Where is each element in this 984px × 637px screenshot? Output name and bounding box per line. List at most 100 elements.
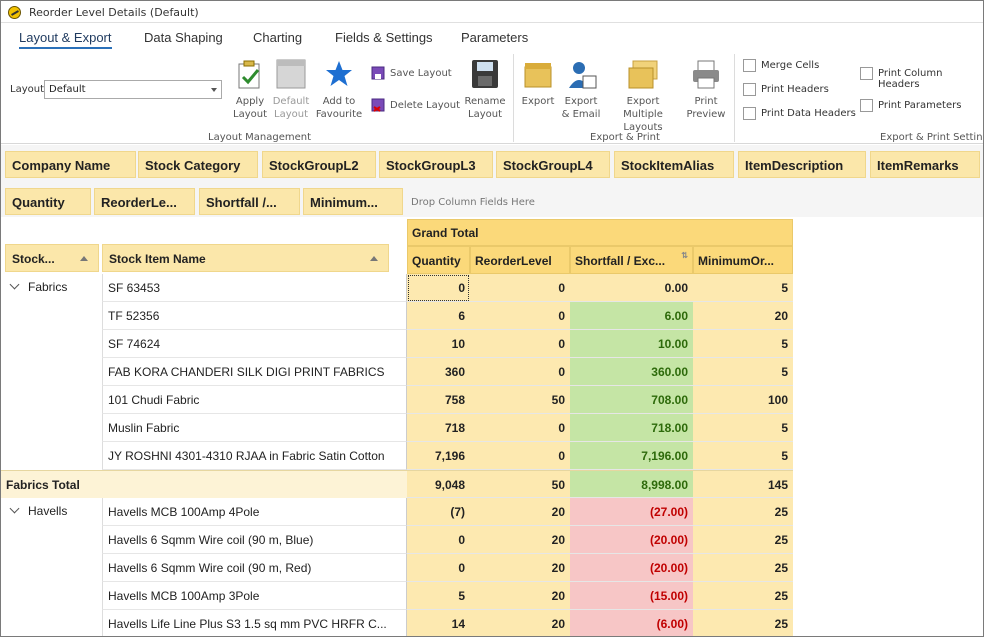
tab-data-shaping[interactable]: Data Shaping bbox=[144, 30, 223, 45]
cell-minimumorder[interactable]: 5 bbox=[693, 442, 793, 470]
chevron-down-icon[interactable] bbox=[9, 279, 20, 290]
cell-minimumorder[interactable]: 5 bbox=[693, 358, 793, 386]
cell-shortfall[interactable]: 718.00 bbox=[570, 414, 693, 442]
export-multiple-layouts-button[interactable]: Export Multiple Layouts bbox=[623, 96, 663, 133]
cell-shortfall[interactable]: 360.00 bbox=[570, 358, 693, 386]
cell-shortfall[interactable]: 10.00 bbox=[570, 330, 693, 358]
cell-shortfall[interactable]: (20.00) bbox=[570, 526, 693, 554]
total-minimumorder[interactable]: 145 bbox=[693, 470, 793, 498]
cell-quantity[interactable]: 10 bbox=[407, 330, 470, 358]
ribbon-tabs: Layout & Export Data Shaping Charting Fi… bbox=[1, 25, 983, 49]
cell-reorderlevel[interactable]: 0 bbox=[470, 442, 570, 470]
cell-minimumorder[interactable]: 5 bbox=[693, 274, 793, 302]
filter-field-itemremarks[interactable]: ItemRemarks bbox=[870, 151, 980, 178]
column-header-minimumorder[interactable]: MinimumOr... bbox=[693, 246, 793, 274]
column-header-quantity[interactable]: Quantity bbox=[407, 246, 470, 274]
filter-field-stockitemalias[interactable]: StockItemAlias bbox=[614, 151, 734, 178]
tab-parameters[interactable]: Parameters bbox=[461, 30, 529, 45]
tab-charting[interactable]: Charting bbox=[253, 30, 303, 45]
cell-reorderlevel[interactable]: 0 bbox=[470, 414, 570, 442]
export-button[interactable]: Export bbox=[521, 96, 555, 107]
group-label-fabrics[interactable]: Fabrics bbox=[9, 279, 67, 294]
column-header-shortfall[interactable]: Shortfall / Exc... ⇅ bbox=[570, 246, 693, 274]
cell-minimumorder[interactable]: 25 bbox=[693, 498, 793, 526]
cell-quantity[interactable]: 6 bbox=[407, 302, 470, 330]
group-label-havells[interactable]: Havells bbox=[9, 503, 67, 518]
cell-shortfall[interactable]: (20.00) bbox=[570, 554, 693, 582]
cell-minimumorder[interactable]: 25 bbox=[693, 582, 793, 610]
delete-layout-button[interactable]: Delete Layout bbox=[390, 100, 461, 111]
cell-minimumorder[interactable]: 25 bbox=[693, 554, 793, 582]
cell-shortfall[interactable]: 0.00 bbox=[570, 274, 693, 302]
cell-quantity[interactable]: 0 bbox=[407, 274, 470, 302]
rename-layout-button[interactable]: Rename Layout bbox=[464, 96, 506, 120]
data-field-shortfall[interactable]: Shortfall /... bbox=[199, 188, 300, 215]
cell-minimumorder[interactable]: 25 bbox=[693, 526, 793, 554]
print-parameters-checkbox[interactable] bbox=[860, 99, 873, 112]
data-field-quantity[interactable]: Quantity bbox=[5, 188, 91, 215]
print-data-headers-checkbox[interactable] bbox=[743, 107, 756, 120]
cell-quantity[interactable]: 7,196 bbox=[407, 442, 470, 470]
cell-shortfall[interactable]: (15.00) bbox=[570, 582, 693, 610]
cell-shortfall[interactable]: (6.00) bbox=[570, 610, 693, 636]
cell-reorderlevel[interactable]: 20 bbox=[470, 610, 570, 636]
chevron-down-icon bbox=[211, 88, 217, 92]
column-header-reorderlevel[interactable]: ReorderLevel bbox=[470, 246, 570, 274]
data-field-minimum[interactable]: Minimum... bbox=[303, 188, 403, 215]
cell-shortfall[interactable]: 708.00 bbox=[570, 386, 693, 414]
cell-minimumorder[interactable]: 20 bbox=[693, 302, 793, 330]
cell-quantity[interactable]: 0 bbox=[407, 526, 470, 554]
default-layout-button[interactable]: Default Layout bbox=[272, 96, 310, 120]
data-field-reorderlevel[interactable]: ReorderLe... bbox=[94, 188, 195, 215]
chevron-down-icon[interactable] bbox=[9, 503, 20, 514]
total-shortfall[interactable]: 8,998.00 bbox=[570, 470, 693, 498]
tab-fields-settings[interactable]: Fields & Settings bbox=[335, 30, 433, 45]
cell-minimumorder[interactable]: 5 bbox=[693, 414, 793, 442]
cell-shortfall[interactable]: 7,196.00 bbox=[570, 442, 693, 470]
cell-quantity[interactable]: 758 bbox=[407, 386, 470, 414]
filter-field-company-name[interactable]: Company Name bbox=[5, 151, 136, 178]
cell-reorderlevel[interactable]: 20 bbox=[470, 498, 570, 526]
filter-field-stockgroupl3[interactable]: StockGroupL3 bbox=[379, 151, 493, 178]
cell-quantity[interactable]: 14 bbox=[407, 610, 470, 636]
export-email-button[interactable]: Export & Email bbox=[561, 96, 601, 120]
cell-reorderlevel[interactable]: 20 bbox=[470, 526, 570, 554]
row-field-stock-item-name[interactable]: Stock Item Name bbox=[102, 244, 389, 272]
filter-field-stockgroupl2[interactable]: StockGroupL2 bbox=[262, 151, 376, 178]
print-column-headers-checkbox[interactable] bbox=[860, 67, 873, 80]
cell-reorderlevel[interactable]: 20 bbox=[470, 554, 570, 582]
cell-reorderlevel[interactable]: 20 bbox=[470, 582, 570, 610]
add-to-favourite-button[interactable]: Add to Favourite bbox=[315, 96, 363, 120]
cell-reorderlevel[interactable]: 0 bbox=[470, 330, 570, 358]
total-reorderlevel[interactable]: 50 bbox=[470, 470, 570, 498]
stock-item-name: JY ROSHNI 4301-4310 RJAA in Fabric Satin… bbox=[102, 442, 407, 470]
row-field-stock-group[interactable]: Stock... bbox=[5, 244, 99, 272]
print-preview-button[interactable]: Print Preview bbox=[686, 96, 726, 120]
tab-layout-export[interactable]: Layout & Export bbox=[19, 30, 112, 49]
cell-quantity[interactable]: (7) bbox=[407, 498, 470, 526]
cell-reorderlevel[interactable]: 0 bbox=[470, 274, 570, 302]
filter-field-itemdescription[interactable]: ItemDescription bbox=[738, 151, 866, 178]
save-layout-button[interactable]: Save Layout bbox=[390, 68, 452, 79]
cell-quantity[interactable]: 718 bbox=[407, 414, 470, 442]
cell-quantity[interactable]: 0 bbox=[407, 554, 470, 582]
filter-field-stock-category[interactable]: Stock Category bbox=[138, 151, 258, 178]
apply-layout-button[interactable]: Apply Layout bbox=[233, 96, 267, 120]
filter-field-stockgroupl4[interactable]: StockGroupL4 bbox=[496, 151, 610, 178]
cell-quantity[interactable]: 5 bbox=[407, 582, 470, 610]
cell-shortfall[interactable]: (27.00) bbox=[570, 498, 693, 526]
cell-reorderlevel[interactable]: 50 bbox=[470, 386, 570, 414]
cell-minimumorder[interactable]: 100 bbox=[693, 386, 793, 414]
cell-shortfall[interactable]: 6.00 bbox=[570, 302, 693, 330]
grand-total-header: Grand Total bbox=[407, 219, 793, 246]
cell-reorderlevel[interactable]: 0 bbox=[470, 358, 570, 386]
print-headers-checkbox[interactable] bbox=[743, 83, 756, 96]
merge-cells-checkbox[interactable] bbox=[743, 59, 756, 72]
stock-item-name: TF 52356 bbox=[102, 302, 407, 330]
cell-minimumorder[interactable]: 25 bbox=[693, 610, 793, 636]
total-quantity[interactable]: 9,048 bbox=[407, 470, 470, 498]
layout-select[interactable]: Default bbox=[44, 80, 222, 99]
cell-quantity[interactable]: 360 bbox=[407, 358, 470, 386]
cell-minimumorder[interactable]: 5 bbox=[693, 330, 793, 358]
cell-reorderlevel[interactable]: 0 bbox=[470, 302, 570, 330]
